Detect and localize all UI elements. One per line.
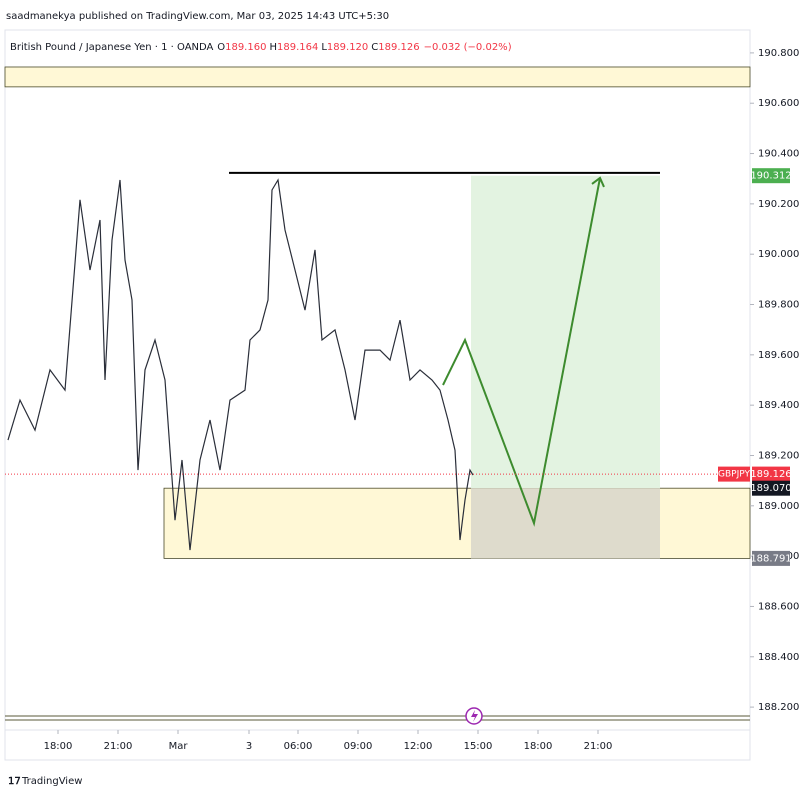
ohlc-name: C [371, 42, 378, 53]
y-tick-label: 189.800 [758, 300, 799, 311]
price-tag [752, 168, 790, 184]
price-tag [752, 550, 790, 566]
zone [471, 175, 660, 489]
footer[interactable]: TradingView [21, 776, 82, 787]
x-tick-label: Mar [169, 741, 189, 752]
ohlc-value: 189.164 [277, 42, 318, 53]
symbol-tag-label: GBPJPY [718, 470, 750, 480]
y-tick-label: 190.400 [758, 149, 799, 160]
price-tag-label: 189.126 [750, 469, 791, 480]
x-tick-label: 21:00 [104, 741, 133, 752]
y-tick-label: 189.600 [758, 350, 799, 361]
y-tick-label: 190.800 [758, 48, 799, 59]
ohlc-value: 189.160 [225, 42, 266, 53]
ohlc-name: O [217, 42, 225, 53]
price-tag-label: 190.312 [750, 171, 791, 182]
x-tick-label: 3 [246, 741, 252, 752]
y-tick-label: 189.400 [758, 400, 799, 411]
zone [471, 488, 660, 559]
zone [4, 66, 751, 88]
y-tick-label: 190.200 [758, 199, 799, 210]
legend: British Pound / Japanese Yen · 1 · OANDA… [10, 42, 512, 53]
change: −0.032 [424, 42, 461, 53]
x-tick-label: 09:00 [344, 741, 373, 752]
x-tick-label: 21:00 [584, 741, 613, 752]
symbol-tag [718, 466, 750, 482]
price-tag [752, 480, 790, 496]
y-tick-label: 189.200 [758, 450, 799, 461]
zone [163, 487, 751, 559]
symbol: British Pound / Japanese Yen · 1 · OANDA [10, 42, 214, 53]
ohlc-value: 189.126 [378, 42, 419, 53]
x-tick-label: 06:00 [284, 741, 313, 752]
y-tick-label: 188.400 [758, 652, 799, 663]
x-tick-label: 12:00 [404, 741, 433, 752]
y-tick-label: 188.600 [758, 601, 799, 612]
x-tick-label: 18:00 [524, 741, 553, 752]
y-tick-label: 189.000 [758, 501, 799, 512]
price-tag-label: 189.070 [750, 483, 791, 494]
y-tick-label: 190.000 [758, 249, 799, 260]
y-tick-label: 190.600 [758, 98, 799, 109]
change-pct: (−0.02%) [464, 42, 512, 53]
ohlc-value: 189.120 [327, 42, 368, 53]
publisher: saadmanekya published on TradingView.com… [6, 11, 389, 22]
ohlc-name: L [321, 42, 327, 53]
price-line [7, 178, 474, 551]
projection-path [442, 177, 601, 527]
y-tick-label: 188.200 [758, 702, 799, 713]
ohlc-name: H [269, 42, 277, 53]
price-tag-label: 188.791 [750, 553, 791, 564]
x-tick-label: 18:00 [44, 741, 73, 752]
event-icon-bolt [471, 710, 478, 722]
logo-mark: 𝟣𝟩 [8, 775, 21, 787]
x-tick-label: 15:00 [464, 741, 493, 752]
arrow-head [591, 176, 605, 188]
